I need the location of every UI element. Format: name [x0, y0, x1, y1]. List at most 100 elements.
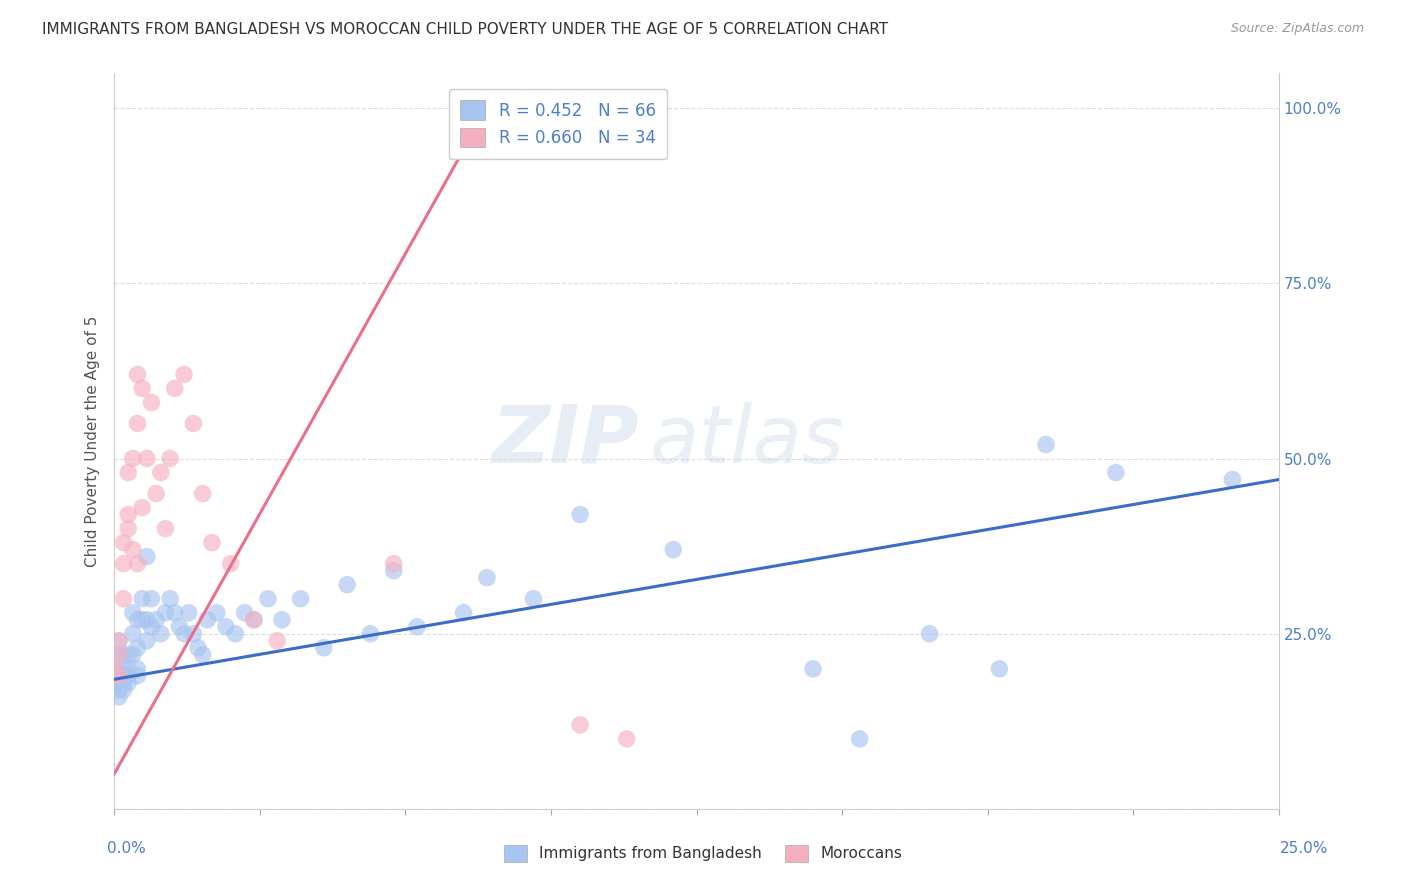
- Point: [121, 542, 143, 557]
- Point: [135, 613, 157, 627]
- Point: [117, 662, 139, 676]
- Point: [141, 395, 163, 409]
- Point: [141, 591, 163, 606]
- Point: [205, 606, 228, 620]
- Point: [117, 648, 139, 662]
- Point: [131, 613, 153, 627]
- Point: [569, 508, 592, 522]
- Point: [271, 613, 294, 627]
- Point: [141, 620, 163, 634]
- Point: [112, 676, 135, 690]
- Point: [121, 648, 143, 662]
- Point: [117, 522, 139, 536]
- Point: [187, 640, 209, 655]
- Point: [155, 606, 177, 620]
- Point: [135, 549, 157, 564]
- Point: [359, 626, 381, 640]
- Point: [127, 417, 149, 431]
- Point: [112, 669, 135, 683]
- Point: [215, 620, 238, 634]
- Point: [988, 662, 1011, 676]
- Point: [163, 381, 186, 395]
- Point: [1105, 466, 1128, 480]
- Point: [382, 557, 405, 571]
- Legend: R = 0.452   N = 66, R = 0.660   N = 34: R = 0.452 N = 66, R = 0.660 N = 34: [449, 88, 668, 159]
- Point: [112, 557, 135, 571]
- Point: [183, 626, 205, 640]
- Point: [662, 542, 685, 557]
- Point: [127, 640, 149, 655]
- Point: [163, 606, 186, 620]
- Point: [131, 381, 153, 395]
- Point: [103, 662, 125, 676]
- Point: [177, 606, 200, 620]
- Point: [848, 731, 870, 746]
- Point: [112, 648, 135, 662]
- Point: [127, 368, 149, 382]
- Point: [191, 486, 214, 500]
- Point: [121, 626, 143, 640]
- Point: [108, 676, 131, 690]
- Text: 25.0%: 25.0%: [1281, 841, 1329, 856]
- Point: [127, 662, 149, 676]
- Point: [117, 676, 139, 690]
- Point: [201, 535, 224, 549]
- Point: [127, 557, 149, 571]
- Point: [108, 690, 131, 704]
- Point: [112, 682, 135, 697]
- Point: [406, 620, 429, 634]
- Text: ZIP: ZIP: [491, 402, 638, 480]
- Point: [918, 626, 941, 640]
- Point: [257, 591, 280, 606]
- Point: [145, 613, 167, 627]
- Point: [112, 662, 135, 676]
- Point: [173, 368, 195, 382]
- Point: [149, 626, 172, 640]
- Point: [117, 669, 139, 683]
- Point: [522, 591, 544, 606]
- Point: [135, 633, 157, 648]
- Point: [121, 606, 143, 620]
- Point: [290, 591, 312, 606]
- Point: [219, 557, 242, 571]
- Point: [159, 451, 181, 466]
- Point: [453, 606, 475, 620]
- Point: [117, 508, 139, 522]
- Text: IMMIGRANTS FROM BANGLADESH VS MOROCCAN CHILD POVERTY UNDER THE AGE OF 5 CORRELAT: IMMIGRANTS FROM BANGLADESH VS MOROCCAN C…: [42, 22, 889, 37]
- Point: [108, 669, 131, 683]
- Point: [131, 500, 153, 515]
- Point: [312, 640, 335, 655]
- Point: [169, 620, 191, 634]
- Point: [801, 662, 824, 676]
- Point: [183, 417, 205, 431]
- Point: [112, 591, 135, 606]
- Point: [173, 626, 195, 640]
- Point: [127, 613, 149, 627]
- Point: [569, 718, 592, 732]
- Point: [616, 731, 638, 746]
- Point: [1035, 437, 1057, 451]
- Text: 0.0%: 0.0%: [107, 841, 146, 856]
- Point: [145, 486, 167, 500]
- Point: [131, 591, 153, 606]
- Point: [159, 591, 181, 606]
- Point: [382, 564, 405, 578]
- Point: [224, 626, 246, 640]
- Point: [149, 466, 172, 480]
- Point: [108, 633, 131, 648]
- Point: [108, 682, 131, 697]
- Point: [108, 633, 131, 648]
- Point: [127, 669, 149, 683]
- Point: [195, 613, 218, 627]
- Text: atlas: atlas: [650, 402, 845, 480]
- Y-axis label: Child Poverty Under the Age of 5: Child Poverty Under the Age of 5: [86, 315, 100, 566]
- Point: [108, 648, 131, 662]
- Point: [1220, 473, 1243, 487]
- Point: [155, 522, 177, 536]
- Text: Source: ZipAtlas.com: Source: ZipAtlas.com: [1230, 22, 1364, 36]
- Point: [243, 613, 266, 627]
- Point: [336, 577, 359, 591]
- Point: [112, 535, 135, 549]
- Point: [108, 648, 131, 662]
- Point: [233, 606, 256, 620]
